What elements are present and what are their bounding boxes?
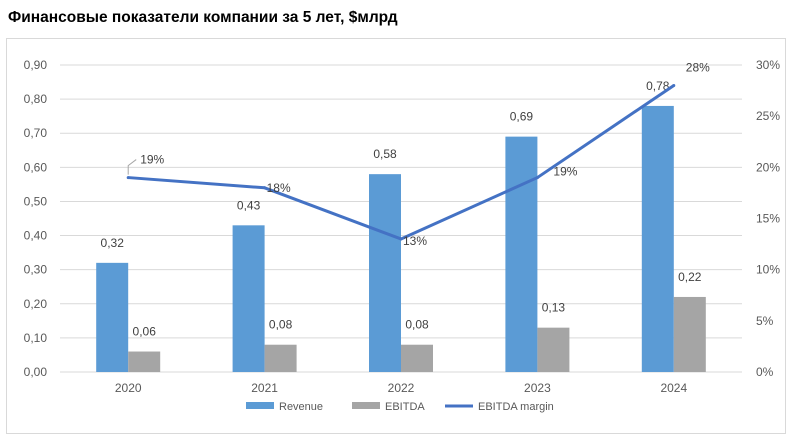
- ebitda-margin-data-label: 28%: [686, 60, 710, 74]
- x-tick-label: 2021: [251, 381, 278, 395]
- chart-frame: [6, 38, 786, 434]
- ebitda-data-label: 0,13: [542, 301, 566, 315]
- ebitda-bar: [401, 344, 433, 372]
- ebitda-margin-data-label: 18%: [267, 181, 291, 195]
- y2-tick-label: 20%: [756, 160, 780, 174]
- x-tick-label: 2022: [388, 381, 415, 395]
- revenue-data-label: 0,58: [373, 147, 397, 161]
- revenue-data-label: 0,78: [646, 79, 670, 93]
- y2-tick-label: 15%: [756, 212, 780, 226]
- y2-tick-label: 0%: [756, 365, 774, 379]
- x-tick-label: 2020: [115, 381, 142, 395]
- y-tick-label: 0,00: [24, 365, 48, 379]
- data-label-leader-line: [127, 159, 137, 175]
- y-tick-label: 0,80: [24, 92, 48, 106]
- ebitda-margin-point: [399, 237, 403, 241]
- revenue-bar: [232, 225, 265, 372]
- y-tick-label: 0,60: [24, 160, 48, 174]
- ebitda-bar: [264, 344, 297, 372]
- ebitda-data-label: 0,22: [678, 270, 702, 284]
- x-tick-label: 2024: [660, 381, 687, 395]
- y-tick-label: 0,40: [24, 229, 48, 243]
- ebitda-bar: [673, 296, 706, 372]
- y2-tick-label: 10%: [756, 263, 780, 277]
- y-tick-label: 0,30: [24, 263, 48, 277]
- y-tick-label: 0,50: [24, 194, 48, 208]
- ebitda-data-label: 0,06: [133, 325, 157, 339]
- y2-tick-label: 5%: [756, 314, 774, 328]
- revenue-bar: [641, 105, 674, 372]
- revenue-data-label: 0,43: [237, 198, 261, 212]
- y-tick-label: 0,90: [24, 58, 48, 72]
- y2-tick-label: 30%: [756, 58, 780, 72]
- ebitda-data-label: 0,08: [269, 318, 293, 332]
- ebitda-margin-point: [263, 186, 267, 190]
- ebitda-bar: [128, 351, 161, 372]
- ebitda-margin-point: [672, 83, 676, 87]
- y-tick-label: 0,70: [24, 126, 48, 140]
- y2-tick-label: 25%: [756, 109, 780, 123]
- chart-title: Финансовые показатели компании за 5 лет,…: [8, 9, 398, 26]
- legend-ebitda-swatch: [352, 402, 380, 409]
- ebitda-data-label: 0,08: [405, 318, 429, 332]
- revenue-bar: [369, 174, 401, 372]
- legend-margin-label: EBITDA margin: [478, 401, 554, 413]
- legend-ebitda-label: EBITDA: [385, 401, 425, 413]
- y-tick-label: 0,20: [24, 297, 48, 311]
- ebitda-bar: [537, 327, 570, 372]
- ebitda-margin-point: [126, 176, 130, 180]
- revenue-bar: [505, 136, 538, 372]
- revenue-bar: [96, 262, 129, 372]
- revenue-data-label: 0,69: [510, 110, 534, 124]
- y-tick-label: 0,10: [24, 331, 48, 345]
- legend-revenue-label: Revenue: [279, 401, 323, 413]
- ebitda-margin-data-label: 19%: [140, 153, 164, 167]
- ebitda-margin-data-label: 19%: [553, 165, 577, 179]
- revenue-data-label: 0,32: [101, 236, 125, 250]
- ebitda-margin-data-label: 13%: [403, 234, 427, 248]
- legend-revenue-swatch: [246, 402, 274, 409]
- ebitda-margin-point: [535, 176, 539, 180]
- x-tick-label: 2023: [524, 381, 551, 395]
